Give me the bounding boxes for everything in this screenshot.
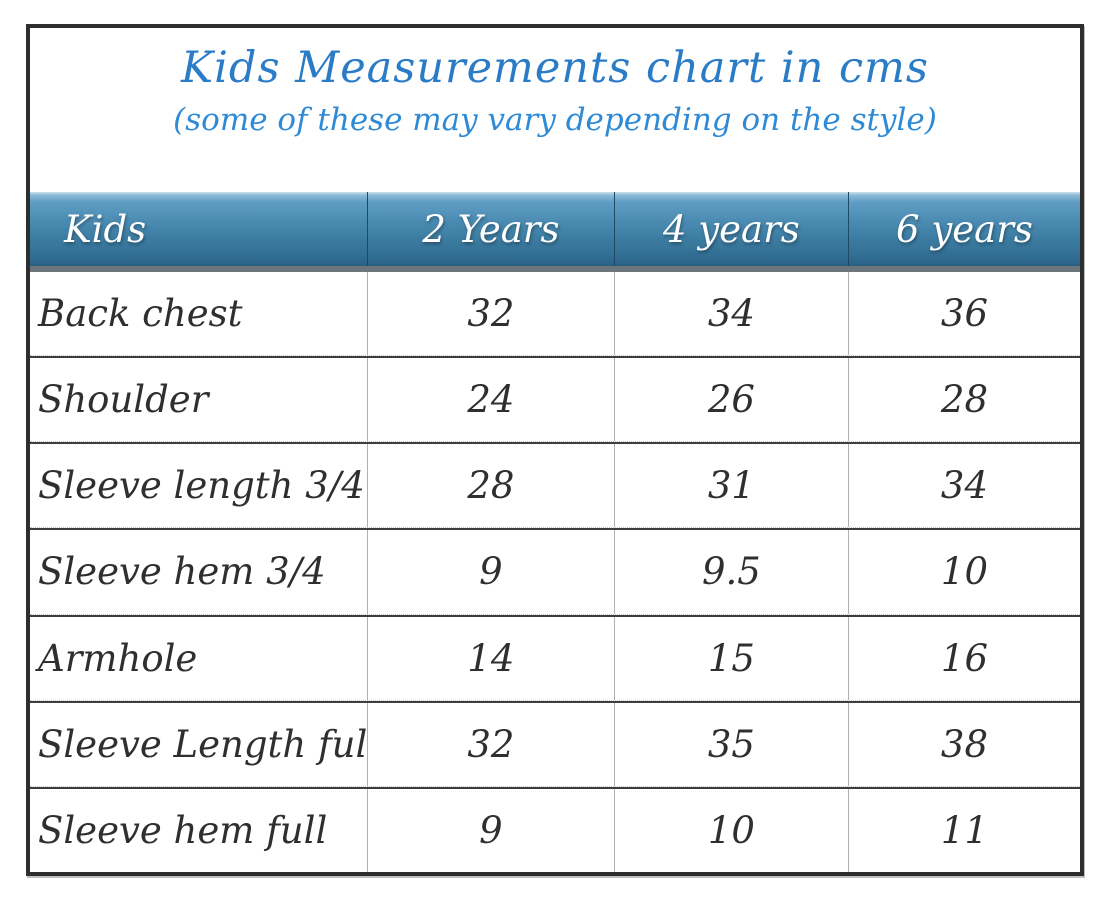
cell-value-6-years: 38	[847, 702, 1080, 786]
row-label: Armhole	[38, 636, 198, 680]
cell-value-2-years: 9	[367, 788, 614, 872]
cell-value-2-years: 32	[367, 702, 614, 786]
cell-value-4-years: 26	[613, 358, 848, 442]
column-header-6-years: 6 years	[847, 192, 1080, 266]
row-label: Sleeve Length full	[38, 722, 368, 766]
cell-value-4-years: 31	[613, 444, 848, 528]
row-label: Sleeve hem full	[38, 808, 328, 852]
cell-value-4-years: 15	[613, 616, 848, 700]
chart-title: Kids Measurements chart in cms	[181, 43, 929, 93]
row-label: Sleeve length 3/4	[38, 464, 365, 508]
table-body: Back chest 32 34 36 Shoulder 24 26 28 Sl…	[30, 272, 1080, 872]
table-row: Armhole 14 15 16	[30, 614, 1080, 701]
cell-value-2-years: 24	[367, 358, 614, 442]
cell-value-2-years: 32	[367, 272, 614, 356]
column-header-2-years: 2 Years	[367, 192, 614, 266]
chart-subtitle: (some of these may vary depending on the…	[173, 101, 937, 138]
row-label: Back chest	[38, 292, 243, 336]
title-block: Kids Measurements chart in cms (some of …	[30, 28, 1080, 192]
table-row: Back chest 32 34 36	[30, 272, 1080, 357]
cell-value-6-years: 10	[847, 530, 1080, 614]
cell-value-6-years: 36	[847, 272, 1080, 356]
table-header-row: Kids 2 Years 4 years 6 years	[30, 192, 1080, 272]
cell-value-2-years: 14	[367, 616, 614, 700]
cell-value-4-years: 9.5	[613, 530, 848, 614]
column-header-4-years: 4 years	[613, 192, 848, 266]
column-header-kids: Kids	[64, 207, 147, 251]
cell-value-4-years: 10	[613, 788, 848, 872]
row-label: Shoulder	[38, 378, 209, 422]
table-row: Sleeve Length full 32 35 38	[30, 700, 1080, 787]
cell-value-6-years: 34	[847, 444, 1080, 528]
table-row: Sleeve length 3/4 28 31 34	[30, 442, 1080, 529]
measurement-chart-frame: Kids Measurements chart in cms (some of …	[26, 24, 1084, 876]
row-label: Sleeve hem 3/4	[38, 550, 326, 594]
cell-value-2-years: 28	[367, 444, 614, 528]
cell-value-4-years: 35	[613, 702, 848, 786]
table-row: Sleeve hem 3/4 9 9.5 10	[30, 528, 1080, 615]
table-row: Shoulder 24 26 28	[30, 356, 1080, 443]
cell-value-4-years: 34	[613, 272, 848, 356]
cell-value-6-years: 11	[847, 788, 1080, 872]
table-row: Sleeve hem full 9 10 11	[30, 786, 1080, 872]
cell-value-6-years: 16	[847, 616, 1080, 700]
cell-value-6-years: 28	[847, 358, 1080, 442]
cell-value-2-years: 9	[367, 530, 614, 614]
